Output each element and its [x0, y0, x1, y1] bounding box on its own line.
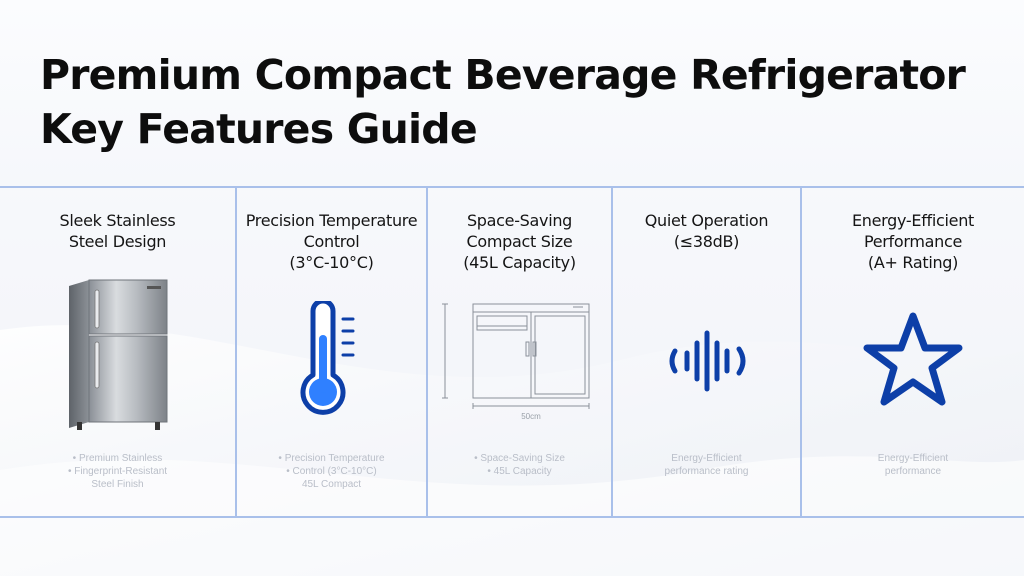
sound-wave-icon	[613, 306, 800, 416]
features-panel: Sleek Stainless Steel Design	[0, 186, 1024, 518]
star-icon	[802, 300, 1024, 420]
dimension-diagram-icon: 50cm	[428, 296, 611, 426]
refrigerator-icon	[0, 276, 235, 436]
feature-title: Quiet Operation (≤38dB)	[644, 211, 769, 251]
thermometer-icon	[237, 298, 426, 423]
feature-faint-text: Energy-Efficient performance rating	[664, 453, 749, 477]
feature-card-compact-size: Space-Saving Compact Size (45L Capacity)	[428, 188, 613, 516]
feature-card-stainless-design: Sleek Stainless Steel Design	[0, 188, 237, 516]
feature-title: Sleek Stainless Steel Design	[59, 211, 176, 251]
page-title: Premium Compact Beverage Refrigerator Ke…	[40, 48, 1000, 156]
title-line-2: Key Features Guide	[40, 105, 478, 153]
feature-title: Precision Temperature Control (3°C-10°C)	[245, 211, 418, 272]
feature-title: Space-Saving Compact Size (45L Capacity)	[463, 211, 576, 272]
feature-faint-text: • Space-Saving Size • 45L Capacity	[474, 453, 565, 477]
feature-faint-text: • Precision Temperature • Control (3°C-1…	[278, 453, 385, 490]
feature-title: Energy-Efficient Performance (A+ Rating)	[851, 211, 975, 272]
diagram-width-label: 50cm	[521, 412, 541, 421]
feature-card-energy-efficient: Energy-Efficient Performance (A+ Rating)…	[802, 188, 1024, 516]
title-line-1: Premium Compact Beverage Refrigerator	[40, 51, 966, 99]
feature-faint-text: • Premium Stainless • Fingerprint-Resist…	[67, 453, 168, 490]
feature-card-temperature-control: Precision Temperature Control (3°C-10°C)…	[237, 188, 428, 516]
feature-faint-text: Energy-Efficient performance	[877, 453, 949, 477]
feature-card-quiet-operation: Quiet Operation (≤38dB) Energy-Efficient…	[613, 188, 802, 516]
